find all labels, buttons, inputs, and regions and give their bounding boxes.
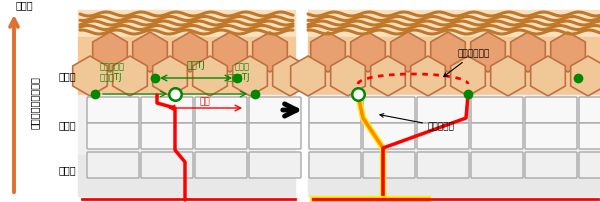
Polygon shape — [571, 56, 600, 96]
Text: 顕粒層: 顕粒層 — [58, 71, 76, 81]
Text: 神経終末剪定: 神経終末剪定 — [444, 49, 490, 77]
FancyBboxPatch shape — [525, 97, 577, 123]
FancyBboxPatch shape — [141, 152, 193, 178]
FancyBboxPatch shape — [363, 152, 415, 178]
Text: 形成不全の
新しいTJ: 形成不全の 新しいTJ — [100, 63, 125, 82]
FancyBboxPatch shape — [471, 97, 523, 123]
Polygon shape — [92, 32, 127, 72]
Polygon shape — [551, 32, 586, 72]
Polygon shape — [73, 56, 107, 96]
Polygon shape — [152, 56, 187, 96]
FancyBboxPatch shape — [309, 97, 361, 123]
FancyBboxPatch shape — [87, 123, 139, 149]
Polygon shape — [173, 32, 208, 72]
Polygon shape — [470, 32, 505, 72]
Polygon shape — [410, 56, 445, 96]
Text: 神経: 神経 — [200, 97, 211, 106]
Polygon shape — [311, 32, 346, 72]
FancyBboxPatch shape — [309, 152, 361, 178]
FancyBboxPatch shape — [249, 97, 301, 123]
Polygon shape — [233, 56, 268, 96]
Text: 基底層: 基底層 — [58, 165, 76, 175]
Polygon shape — [491, 56, 526, 96]
FancyBboxPatch shape — [417, 123, 469, 149]
Text: 角質層: 角質層 — [16, 0, 34, 10]
FancyBboxPatch shape — [195, 152, 247, 178]
FancyBboxPatch shape — [363, 97, 415, 123]
FancyBboxPatch shape — [417, 152, 469, 178]
FancyBboxPatch shape — [525, 152, 577, 178]
FancyBboxPatch shape — [579, 123, 600, 149]
Polygon shape — [371, 56, 406, 96]
Polygon shape — [193, 56, 227, 96]
Text: 表皮ターンオーバー: 表皮ターンオーバー — [30, 77, 40, 129]
FancyBboxPatch shape — [525, 123, 577, 149]
Polygon shape — [290, 56, 325, 96]
Polygon shape — [272, 56, 307, 96]
FancyBboxPatch shape — [249, 123, 301, 149]
Polygon shape — [113, 56, 148, 96]
FancyBboxPatch shape — [417, 97, 469, 123]
Polygon shape — [331, 56, 365, 96]
Polygon shape — [212, 32, 247, 72]
Text: 有棘層: 有棘層 — [58, 120, 76, 130]
Text: 正常な
新しいTJ: 正常な 新しいTJ — [227, 63, 250, 82]
Polygon shape — [511, 32, 545, 72]
Polygon shape — [391, 32, 425, 72]
FancyBboxPatch shape — [579, 152, 600, 178]
FancyBboxPatch shape — [141, 123, 193, 149]
FancyBboxPatch shape — [249, 152, 301, 178]
FancyBboxPatch shape — [195, 97, 247, 123]
FancyBboxPatch shape — [579, 97, 600, 123]
Polygon shape — [451, 56, 485, 96]
FancyBboxPatch shape — [363, 123, 415, 149]
FancyBboxPatch shape — [87, 97, 139, 123]
FancyBboxPatch shape — [309, 123, 361, 149]
Polygon shape — [253, 32, 287, 72]
FancyBboxPatch shape — [141, 97, 193, 123]
FancyBboxPatch shape — [471, 123, 523, 149]
Polygon shape — [431, 32, 466, 72]
Text: 神経活性化: 神経活性化 — [380, 114, 455, 131]
Polygon shape — [350, 32, 385, 72]
Polygon shape — [530, 56, 565, 96]
FancyBboxPatch shape — [87, 152, 139, 178]
FancyBboxPatch shape — [471, 152, 523, 178]
Polygon shape — [133, 32, 167, 72]
Text: 古いTJ: 古いTJ — [187, 61, 205, 70]
FancyBboxPatch shape — [195, 123, 247, 149]
